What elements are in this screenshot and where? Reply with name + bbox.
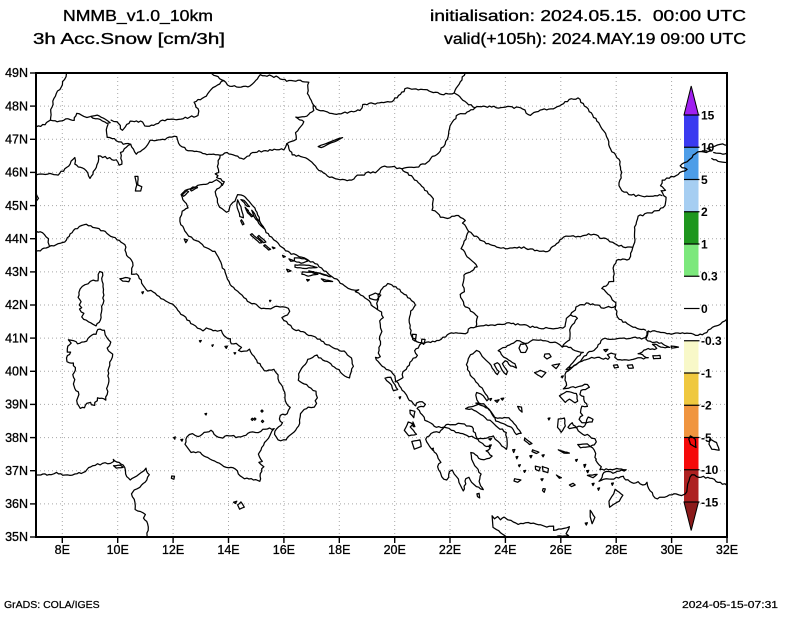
svg-text:28E: 28E: [605, 543, 627, 557]
svg-text:GrADS: COLA/IGES: GrADS: COLA/IGES: [4, 599, 100, 611]
svg-text:2024-05-15-07:31: 2024-05-15-07:31: [682, 599, 778, 611]
svg-text:35N: 35N: [5, 530, 28, 544]
svg-text:47N: 47N: [5, 133, 28, 147]
svg-text:24E: 24E: [494, 543, 516, 557]
svg-text:-10: -10: [701, 463, 719, 477]
svg-text:26E: 26E: [550, 543, 572, 557]
svg-text:NMMB_v1.0_10km: NMMB_v1.0_10km: [63, 8, 213, 25]
svg-text:22E: 22E: [439, 543, 461, 557]
svg-text:0: 0: [701, 302, 708, 316]
svg-text:42N: 42N: [5, 298, 28, 312]
svg-text:-15: -15: [701, 495, 719, 509]
svg-text:1: 1: [701, 237, 708, 251]
svg-text:48N: 48N: [5, 99, 28, 113]
svg-text:16E: 16E: [273, 543, 295, 557]
svg-text:30E: 30E: [660, 543, 682, 557]
svg-text:15: 15: [701, 108, 715, 122]
svg-text:45N: 45N: [5, 199, 28, 213]
svg-text:37N: 37N: [5, 464, 28, 478]
svg-text:-5: -5: [701, 431, 712, 445]
svg-text:38N: 38N: [5, 431, 28, 445]
svg-text:initialisation: 2024.05.15. 0: initialisation: 2024.05.15. 00:00 UTC: [430, 8, 746, 25]
svg-text:12E: 12E: [162, 543, 184, 557]
svg-text:46N: 46N: [5, 166, 28, 180]
svg-text:-1: -1: [701, 366, 712, 380]
svg-text:49N: 49N: [5, 66, 28, 80]
svg-text:-2: -2: [701, 399, 712, 413]
svg-text:5: 5: [701, 173, 708, 187]
svg-text:14E: 14E: [217, 543, 239, 557]
svg-text:32E: 32E: [716, 543, 738, 557]
svg-text:3h Acc.Snow [cm/3h]: 3h Acc.Snow [cm/3h]: [33, 31, 225, 48]
svg-text:valid(+105h): 2024.MAY.19 09:0: valid(+105h): 2024.MAY.19 09:00 UTC: [444, 31, 746, 48]
svg-text:40N: 40N: [5, 365, 28, 379]
svg-text:2: 2: [701, 205, 708, 219]
svg-text:39N: 39N: [5, 398, 28, 412]
svg-text:10: 10: [701, 141, 715, 155]
svg-text:43N: 43N: [5, 265, 28, 279]
svg-text:41N: 41N: [5, 331, 28, 345]
svg-text:20E: 20E: [384, 543, 406, 557]
svg-text:10E: 10E: [107, 543, 129, 557]
svg-text:36N: 36N: [5, 497, 28, 511]
svg-text:18E: 18E: [328, 543, 350, 557]
svg-text:44N: 44N: [5, 232, 28, 246]
svg-text:8E: 8E: [55, 543, 70, 557]
svg-text:0.3: 0.3: [701, 270, 718, 284]
svg-text:-0.3: -0.3: [701, 334, 722, 348]
